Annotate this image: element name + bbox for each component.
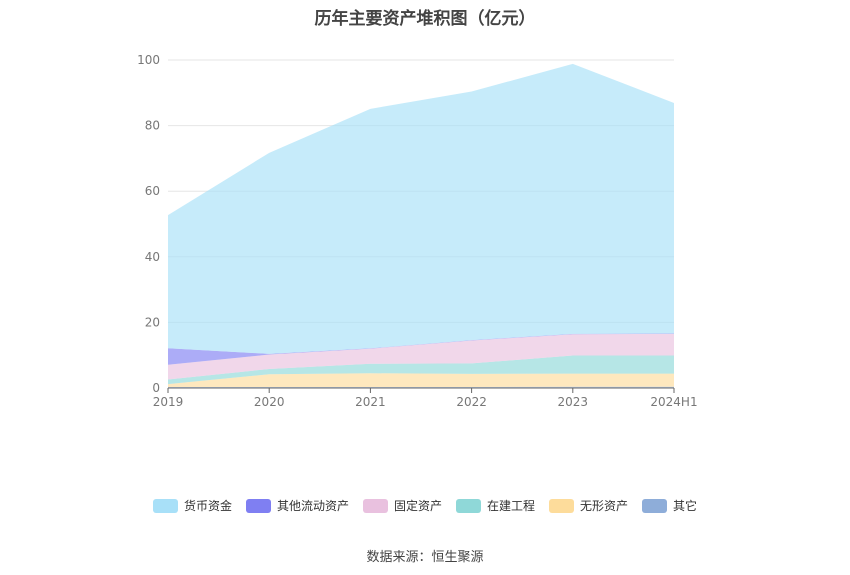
x-tick-label: 2023 (558, 395, 589, 409)
y-tick-label: 0 (152, 381, 160, 395)
stacked-area-chart: 0 20 40 60 80 100 2019 2020 2021 2022 2023 2024H1 (137, 53, 698, 409)
x-tick-label: 2019 (153, 395, 184, 409)
legend-swatch (362, 498, 388, 513)
legend-swatch (245, 498, 271, 513)
legend-label: 货币资金 (183, 499, 232, 513)
y-tick-label: 80 (145, 119, 160, 133)
data-source-note: 数据来源：恒生聚源 (366, 550, 484, 565)
area-series-1 (168, 373, 674, 388)
area-series (168, 63, 674, 388)
area-series-3 (168, 333, 674, 380)
y-tick-label: 60 (145, 184, 160, 198)
x-tick-label: 2022 (456, 395, 487, 409)
legend-swatch (456, 498, 481, 513)
legend-item[interactable]: 其他流动资产 (245, 497, 349, 514)
legend-label: 固定资产 (393, 499, 442, 513)
legend-item[interactable]: 在建工程 (456, 497, 535, 514)
x-tick-label: 2021 (355, 395, 386, 409)
legend-swatch (642, 498, 668, 513)
legend-swatch (549, 498, 575, 513)
legend-label: 其它 (673, 499, 698, 513)
chart-title: 历年主要资产堆积图（亿元） (314, 9, 536, 29)
legend-item[interactable]: 其它 (642, 497, 697, 514)
legend-swatch (152, 498, 178, 513)
area-series-5 (168, 63, 674, 354)
legend: 货币资金 其他流动资产 固定资产 在建工程 无形资产 其它 (0, 497, 850, 514)
legend-label: 无形资产 (580, 499, 629, 513)
axes: 0 20 40 60 80 100 2019 2020 2021 2022 2023 2024H1 (137, 53, 698, 409)
area-series-2 (168, 355, 674, 385)
y-tick-label: 100 (137, 53, 160, 67)
legend-item[interactable]: 货币资金 (152, 497, 232, 514)
x-tick-label: 2020 (254, 395, 285, 409)
y-tick-label: 40 (145, 250, 160, 264)
legend-item[interactable]: 固定资产 (362, 497, 442, 514)
legend-item[interactable]: 无形资产 (549, 497, 628, 514)
legend-label: 其他流动资产 (276, 499, 349, 513)
legend-label: 在建工程 (487, 499, 536, 513)
y-tick-label: 20 (145, 315, 160, 329)
x-tick-label: 2024H1 (650, 395, 697, 409)
